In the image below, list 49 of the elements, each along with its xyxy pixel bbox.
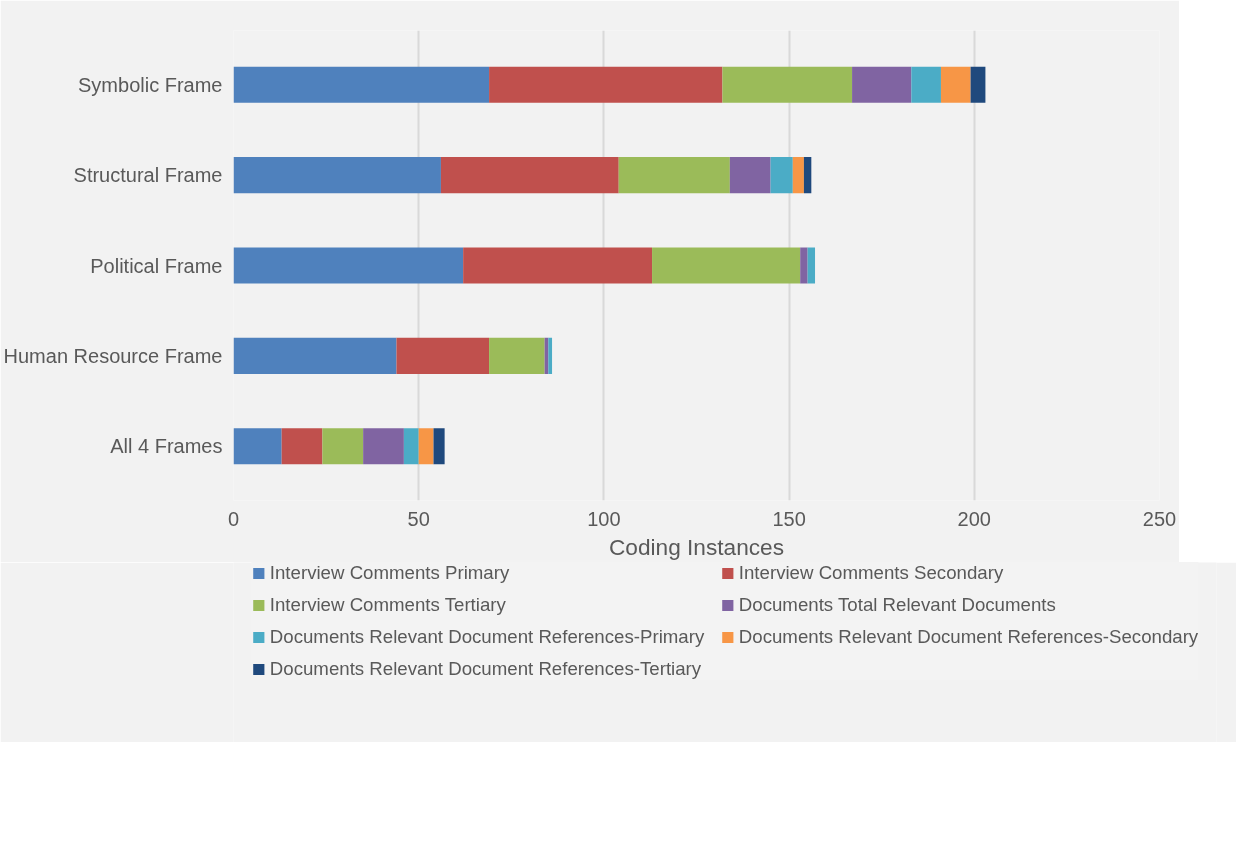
bar: [418, 428, 434, 465]
bar: [618, 157, 730, 194]
legend-label: Documents Relevant Document References-Secondary: [738, 626, 1199, 648]
bar: [792, 157, 804, 194]
bar: [322, 428, 364, 465]
bar: [729, 157, 771, 194]
x-tick-label: 50: [407, 507, 430, 530]
bar: [233, 337, 397, 374]
bar: [770, 157, 793, 194]
bar: [911, 66, 941, 103]
legend-label: Documents Total Relevant Documents: [738, 594, 1057, 616]
x-tick-label: 200: [957, 507, 991, 530]
legend-label: Interview Comments Secondary: [738, 562, 1005, 584]
y-tick-label: Human Resource Frame: [3, 344, 223, 367]
y-tick-label: Structural Frame: [73, 164, 223, 187]
x-tick-label: 150: [772, 507, 806, 530]
y-tick-label: All 4 Frames: [110, 435, 223, 458]
bar: [440, 157, 619, 194]
y-tick-label: Symbolic Frame: [78, 73, 223, 96]
legend-label: Interview Comments Primary: [269, 562, 511, 584]
bar: [800, 247, 808, 284]
bar: [803, 157, 812, 194]
bar: [807, 247, 816, 284]
bar: [281, 428, 323, 465]
bar: [489, 337, 545, 374]
bar: [489, 66, 723, 103]
bar: [363, 428, 404, 465]
bar: [548, 337, 553, 374]
bar: [940, 66, 971, 103]
bar: [233, 428, 282, 465]
bar: [396, 337, 490, 374]
x-axis-title: Coding Instances: [608, 533, 785, 560]
legend-label: Interview Comments Tertiary: [269, 594, 507, 616]
bar: [233, 157, 441, 194]
bar: [433, 428, 445, 465]
bar: [852, 66, 912, 103]
legend-label: Documents Relevant Document References-Tertiary: [269, 658, 703, 680]
bar: [722, 66, 853, 103]
x-tick-label: 250: [1142, 507, 1177, 530]
x-tick-label: 100: [587, 507, 621, 530]
bar: [403, 428, 419, 465]
bar: [233, 66, 490, 103]
x-tick-label: 0: [227, 507, 240, 530]
bar: [652, 247, 801, 284]
legend-label: Documents Relevant Document References-Primary: [269, 626, 706, 648]
bar: [463, 247, 653, 284]
bar: [233, 247, 464, 284]
y-tick-label: Political Frame: [90, 254, 223, 277]
bar: [970, 66, 986, 103]
